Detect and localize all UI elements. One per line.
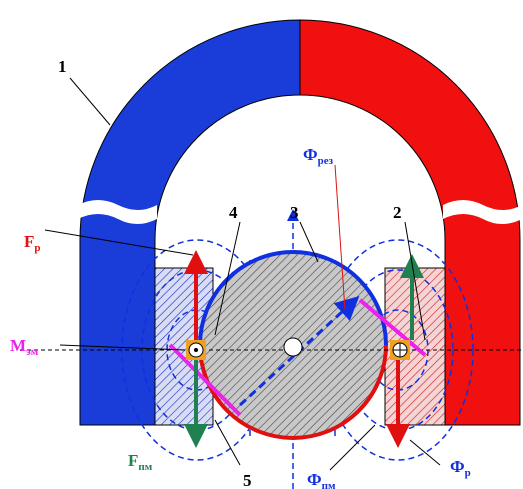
label-sub: р: [465, 467, 471, 479]
label: Фр: [450, 457, 471, 479]
label: Fпм: [128, 451, 153, 473]
label-main: 1: [58, 57, 67, 76]
label-main: Ф: [450, 457, 465, 476]
label: Мэм: [10, 336, 39, 358]
label-sub: р: [34, 242, 40, 254]
label-main: Ф: [303, 145, 318, 164]
label-main: 3: [290, 203, 299, 222]
label-sub: рез: [318, 155, 334, 167]
label-main: 4: [229, 203, 238, 222]
leaders: [44, 77, 441, 471]
label: 5: [243, 471, 252, 489]
label: 2: [393, 203, 402, 222]
label-main: F: [24, 232, 34, 251]
label: Fр: [24, 232, 41, 254]
label-main: Ф: [307, 470, 322, 489]
label: Фрез: [303, 145, 334, 167]
conductors: [186, 340, 410, 360]
label: 1: [58, 57, 67, 76]
label: Фпм: [307, 470, 336, 489]
label-main: 2: [393, 203, 402, 222]
label: 4: [229, 203, 238, 222]
label: 3: [290, 203, 299, 222]
label-sub: пм: [322, 480, 336, 489]
label-sub: пм: [138, 461, 152, 473]
shaft: [283, 337, 303, 357]
label-main: М: [10, 336, 26, 355]
label-main: F: [128, 451, 138, 470]
label-main: 5: [243, 471, 252, 489]
rotor-edge: [198, 250, 388, 346]
frame: [168, 298, 427, 417]
forces: [184, 250, 424, 448]
label-sub: эм: [26, 346, 39, 358]
